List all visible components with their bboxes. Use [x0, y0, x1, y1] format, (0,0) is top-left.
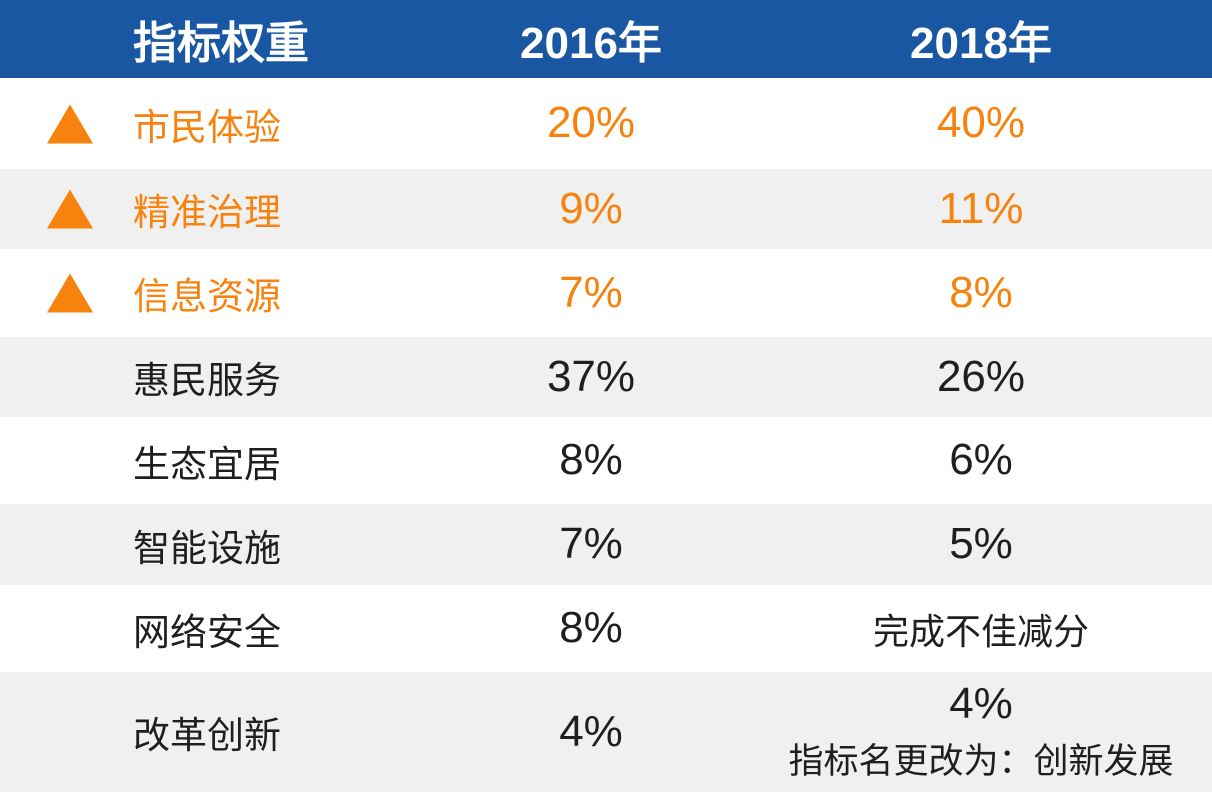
header-label-indicator-weight: 指标权重 — [133, 19, 309, 68]
table-row: 生态宜居 8% 6% — [0, 417, 1212, 504]
value-2016: 7% — [559, 267, 623, 317]
value-2016: 9% — [559, 183, 623, 233]
table-row: 惠民服务 37% 26% — [0, 337, 1212, 417]
table-row: 信息资源 7% 8% — [0, 249, 1212, 337]
table-row: 网络安全 8% 完成不佳减分 — [0, 585, 1212, 672]
table-row: 智能设施 7% 5% — [0, 504, 1212, 585]
value-2018: 4% — [949, 678, 1013, 728]
value-2018: 11% — [938, 183, 1024, 233]
header-cell-2018: 2018年 — [910, 19, 1052, 68]
table-header-row: 指标权重 2016年 2018年 — [0, 0, 1212, 78]
value-2016: 4% — [559, 706, 623, 756]
indicator-label: 网络安全 — [133, 611, 281, 653]
value-2016: 37% — [546, 351, 636, 401]
header-cell-2016: 2016年 — [520, 19, 662, 68]
indicator-label: 生态宜居 — [133, 443, 281, 485]
indicator-label: 智能设施 — [133, 527, 281, 569]
table-row: 市民体验 20% 40% — [0, 78, 1212, 169]
value-2018: 5% — [949, 519, 1013, 569]
indicator-label: 惠民服务 — [133, 360, 281, 401]
value-2018-note: 指标名更改为：创新发展 — [788, 742, 1174, 782]
header-cell-indicator-weight: 指标权重 — [0, 0, 370, 78]
indicator-label: 信息资源 — [133, 276, 281, 317]
triangle-up-icon — [47, 273, 93, 313]
table-row: 改革创新 4% 4% 指标名更改为：创新发展 — [0, 672, 1212, 792]
value-2016: 8% — [559, 603, 623, 653]
indicator-label: 市民体验 — [133, 106, 281, 148]
value-2018: 6% — [949, 435, 1013, 485]
indicator-label: 改革创新 — [133, 715, 281, 756]
table-row: 精准治理 9% 11% — [0, 169, 1212, 249]
value-2016: 8% — [559, 435, 623, 485]
triangle-up-icon — [47, 189, 93, 229]
value-2016: 7% — [559, 519, 623, 569]
triangle-up-icon — [47, 104, 93, 143]
indicator-label: 精准治理 — [133, 192, 281, 233]
value-2018: 完成不佳减分 — [872, 610, 1089, 652]
value-2018: 8% — [949, 267, 1013, 317]
value-2018: 26% — [936, 351, 1026, 401]
value-2016: 20% — [546, 98, 636, 148]
value-2018: 40% — [936, 98, 1026, 148]
